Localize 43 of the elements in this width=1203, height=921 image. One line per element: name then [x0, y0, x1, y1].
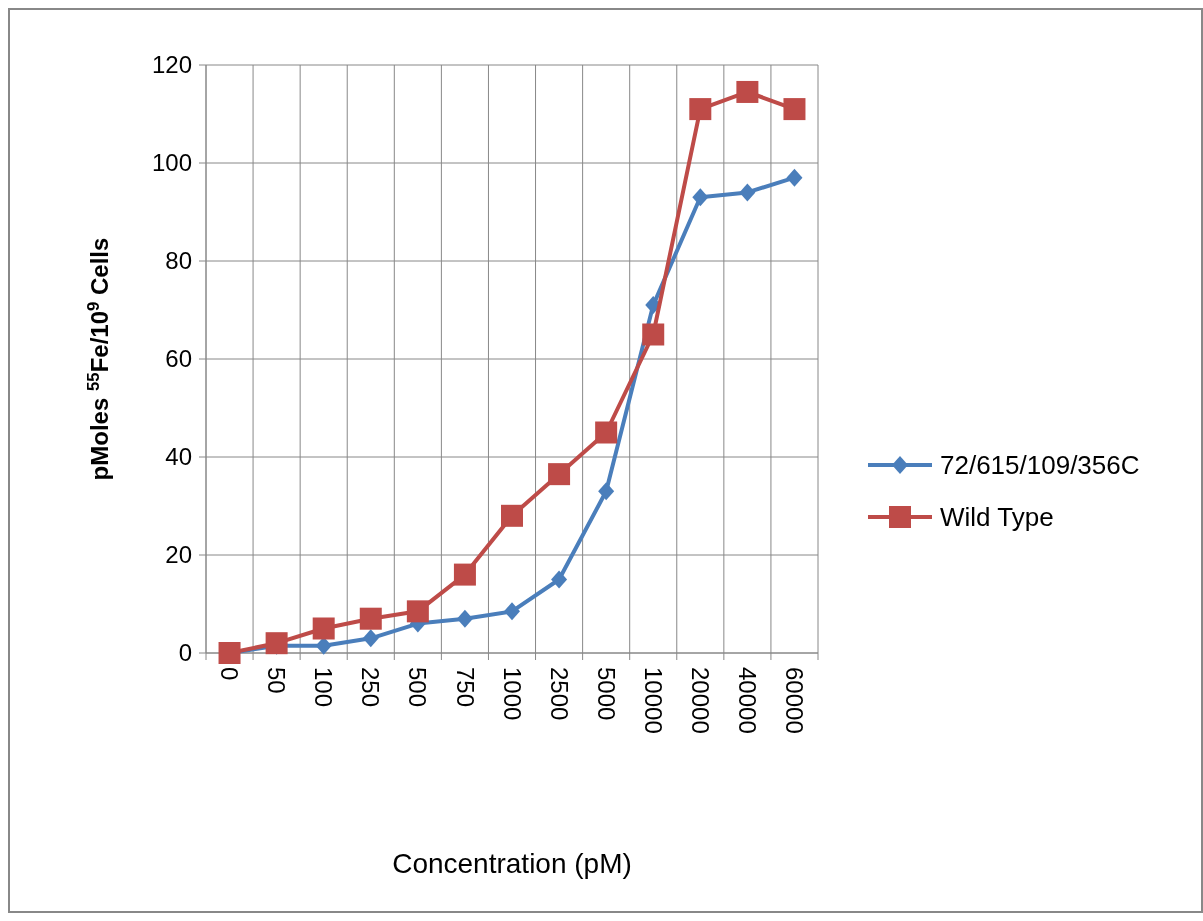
point [548, 463, 571, 486]
y-tick-label: 60 [165, 345, 192, 373]
point [598, 482, 615, 501]
point [501, 504, 523, 527]
point [362, 629, 379, 648]
point [456, 609, 473, 628]
point [551, 570, 568, 589]
x-tick-label: 1000 [498, 667, 526, 721]
x-tick-label: 500 [404, 667, 432, 708]
x-tick-label: 750 [451, 667, 479, 708]
point [783, 98, 806, 121]
point [595, 421, 618, 444]
x-tick-label: 0 [216, 667, 244, 681]
x-tick-label: 50 [263, 667, 291, 694]
point [642, 323, 665, 346]
point [786, 168, 803, 187]
y-tick-label: 0 [178, 639, 192, 667]
legend-label: Wild Type [940, 502, 1054, 533]
x-tick-label: 250 [357, 667, 385, 708]
point [692, 188, 709, 207]
x-tick-label: 10000 [639, 667, 667, 734]
y-tick-label: 20 [165, 541, 192, 569]
point [312, 617, 335, 640]
legend-label: 72/615/109/356C [940, 450, 1140, 481]
x-tick-label: 5000 [592, 667, 620, 721]
y-tick-label: 100 [151, 149, 192, 177]
point [359, 607, 382, 630]
x-axis-title: Concentration (pM) [392, 848, 632, 879]
x-tick-label: 2500 [545, 667, 573, 721]
y-tick-label: 80 [165, 247, 192, 275]
x-tick-label: 60000 [781, 667, 809, 734]
point [406, 600, 429, 623]
y-tick-label: 40 [165, 443, 192, 471]
point [453, 563, 476, 586]
point [265, 632, 288, 655]
point [504, 602, 520, 621]
x-tick-label: 20000 [686, 667, 714, 734]
x-tick-label: 100 [310, 667, 338, 708]
y-tick-label: 120 [151, 51, 192, 79]
point [739, 183, 756, 202]
point [689, 98, 712, 121]
point [736, 80, 759, 103]
x-tick-label: 40000 [733, 667, 761, 734]
